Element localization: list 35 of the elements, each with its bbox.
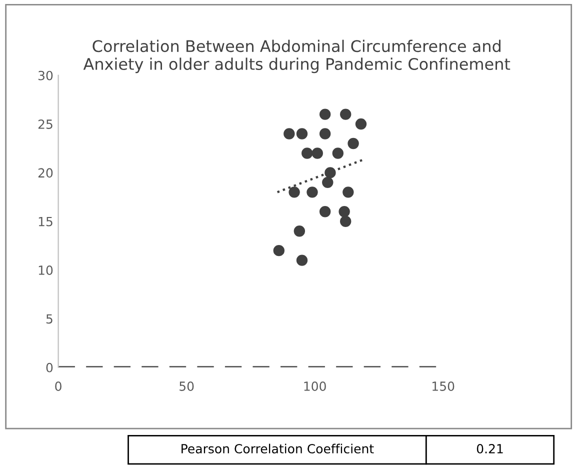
y-tick-label: 20 [38,168,53,178]
text: Pearson Correlation Coefficient [182,444,374,454]
x-tick-label: 50 [180,381,194,391]
point [296,128,308,140]
point [306,186,318,198]
point [296,254,308,266]
y-tick-label: 25 [38,120,52,129]
x-tick-label: 150 [432,381,454,391]
point [312,148,323,159]
point [322,176,334,188]
y-tick-label: 15 [38,217,52,226]
point [273,244,285,256]
y-tick-label: 10 [38,266,53,275]
point [338,206,350,218]
point [340,216,352,227]
y-tick-label: 5 [46,314,52,324]
text: 0.21 [476,444,503,454]
point [319,206,331,218]
point [302,148,313,159]
point [288,186,300,198]
point [340,108,352,120]
point [342,186,354,198]
y-tick-label: 0 [46,362,53,372]
chart-title: Correlation Between Abdominal Circumference and Anxiety in older adults during Pandemic Confinement [83,40,510,74]
x-tick-label: 100 [304,381,326,391]
point [348,138,359,150]
point [332,148,344,159]
point [294,226,306,237]
point [355,118,367,130]
point [319,128,331,140]
point [284,128,295,140]
x-tick-label: 0 [55,381,62,391]
point [324,167,336,178]
y-tick-label: 30 [38,70,53,80]
point [319,108,331,120]
